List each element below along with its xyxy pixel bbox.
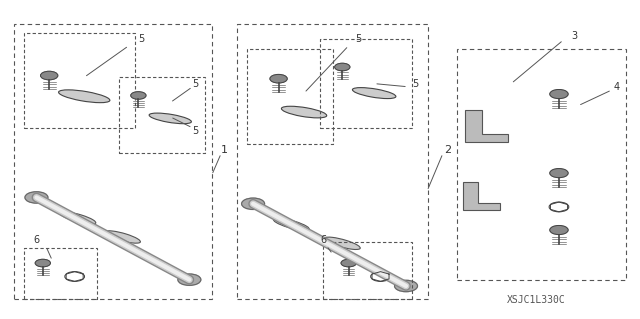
- Ellipse shape: [104, 231, 140, 243]
- Circle shape: [131, 92, 146, 99]
- Circle shape: [341, 259, 356, 267]
- Bar: [237, 24, 428, 299]
- Text: 3: 3: [572, 31, 578, 41]
- Circle shape: [394, 280, 417, 292]
- Ellipse shape: [273, 218, 309, 231]
- Text: XSJC1L330C: XSJC1L330C: [508, 295, 566, 305]
- Ellipse shape: [149, 113, 191, 124]
- Bar: [24, 33, 135, 128]
- Circle shape: [550, 168, 568, 178]
- Circle shape: [25, 192, 48, 203]
- Bar: [323, 242, 412, 299]
- Text: 2: 2: [444, 145, 451, 155]
- Text: 1: 1: [221, 145, 228, 155]
- Text: 5: 5: [193, 79, 199, 89]
- Bar: [320, 39, 412, 128]
- Circle shape: [178, 274, 201, 286]
- Text: 4: 4: [613, 82, 620, 92]
- Ellipse shape: [324, 237, 360, 249]
- Circle shape: [270, 74, 287, 83]
- Circle shape: [335, 63, 350, 71]
- Text: 6: 6: [320, 235, 326, 245]
- Bar: [457, 49, 626, 280]
- Text: 5: 5: [355, 34, 362, 44]
- Ellipse shape: [353, 88, 396, 99]
- Text: 5: 5: [193, 126, 199, 136]
- Bar: [246, 49, 333, 144]
- Text: 5: 5: [412, 79, 419, 89]
- Circle shape: [550, 226, 568, 234]
- Ellipse shape: [59, 90, 110, 103]
- Ellipse shape: [282, 106, 327, 118]
- Text: 5: 5: [138, 34, 145, 44]
- Circle shape: [550, 90, 568, 99]
- Text: 6: 6: [33, 235, 40, 245]
- Circle shape: [35, 259, 51, 267]
- Circle shape: [40, 71, 58, 80]
- Bar: [24, 248, 97, 299]
- Polygon shape: [465, 110, 508, 142]
- Ellipse shape: [60, 212, 96, 224]
- Bar: [14, 24, 212, 299]
- Bar: [119, 77, 205, 153]
- Polygon shape: [463, 182, 500, 210]
- Circle shape: [242, 198, 264, 210]
